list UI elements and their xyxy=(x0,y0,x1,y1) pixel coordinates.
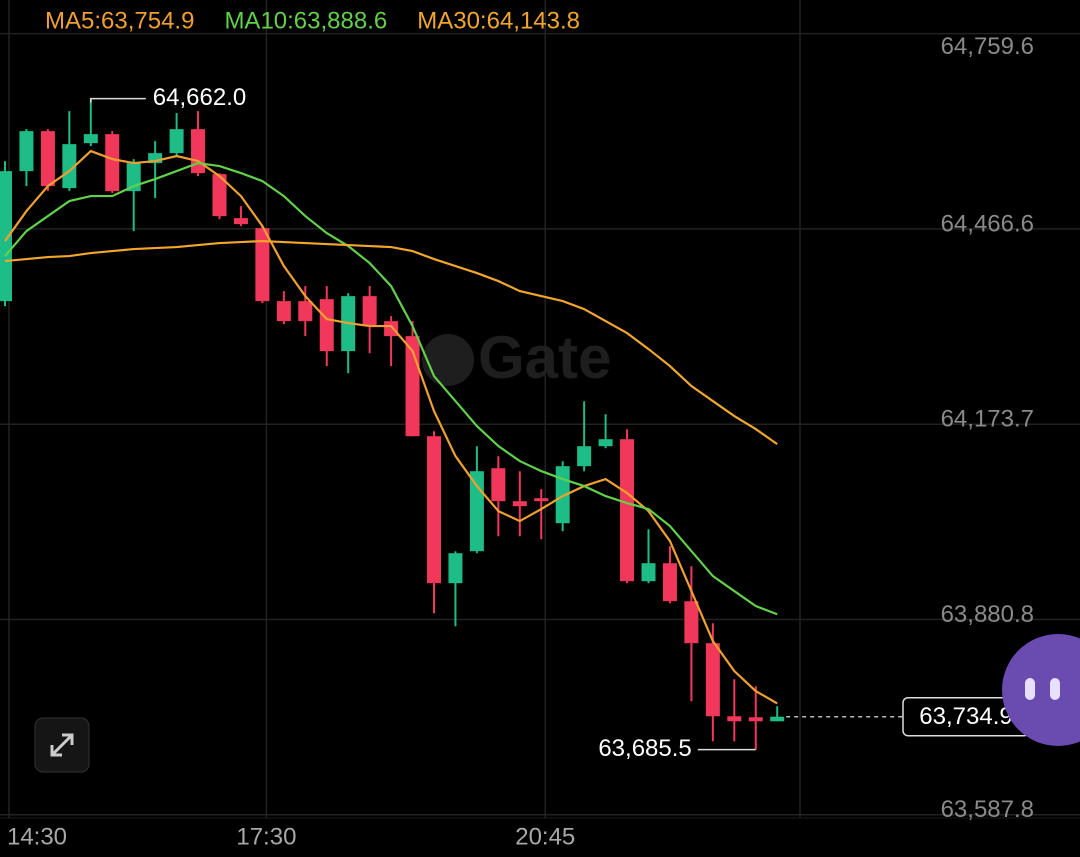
low-marker-label: 63,685.5 xyxy=(598,735,691,762)
candle-body xyxy=(384,321,399,337)
expand-button[interactable] xyxy=(34,717,90,773)
candle-body xyxy=(705,643,720,717)
legend-entry: MA30:64,143.8 xyxy=(417,7,580,34)
candle-body xyxy=(534,498,549,502)
assistant-bubble[interactable] xyxy=(1002,634,1080,746)
expand-icon xyxy=(50,733,74,757)
y-tick-label: 64,173.7 xyxy=(941,406,1034,433)
legend-entry: MA10:63,888.6 xyxy=(224,7,387,34)
candle-body xyxy=(319,299,334,352)
candle-body xyxy=(169,129,184,154)
y-tick-label: 64,759.6 xyxy=(941,33,1034,60)
floating-assistant[interactable] xyxy=(1002,634,1080,746)
candle-body xyxy=(0,171,12,302)
high-marker-line xyxy=(90,97,146,103)
last-price-label: 63,734.9 xyxy=(919,703,1012,730)
watermark-logo xyxy=(422,334,474,386)
candle-body xyxy=(727,716,742,722)
ma-line xyxy=(4,149,778,705)
candle-body xyxy=(620,439,635,582)
y-tick-label: 64,466.6 xyxy=(941,210,1034,237)
candle-body xyxy=(770,716,785,722)
assistant-eye xyxy=(1050,678,1060,700)
y-tick-label: 63,880.8 xyxy=(941,601,1034,628)
candle-body xyxy=(491,468,506,502)
ma-line xyxy=(4,161,778,616)
x-tick-label: 20:45 xyxy=(515,823,575,850)
candle-body xyxy=(191,129,206,174)
candle-body xyxy=(427,436,441,584)
candle-body xyxy=(212,174,227,217)
candle-body xyxy=(641,563,656,582)
candle-body xyxy=(577,446,592,467)
legend-entry: MA5:63,754.9 xyxy=(45,7,194,34)
candle-body xyxy=(598,439,613,447)
candle-body xyxy=(40,131,55,187)
candle-body xyxy=(362,296,377,327)
y-tick-label: 63,587.8 xyxy=(941,796,1034,823)
candle-body xyxy=(105,134,120,192)
candle-body xyxy=(298,301,313,322)
high-marker-label: 64,662.0 xyxy=(153,84,246,111)
candle-body xyxy=(512,501,527,507)
candle-body xyxy=(148,153,163,164)
candle-body xyxy=(448,553,463,584)
assistant-eye xyxy=(1025,678,1035,700)
candle-body xyxy=(62,144,77,189)
x-tick-label: 17:30 xyxy=(236,823,296,850)
candle-body xyxy=(19,131,34,172)
ma-line xyxy=(4,239,778,446)
candle-body xyxy=(276,301,291,322)
x-tick-label: 14:30 xyxy=(7,823,67,850)
candle-body xyxy=(83,134,98,144)
candle-body xyxy=(684,601,699,644)
candle-body xyxy=(469,471,484,552)
candle-body xyxy=(233,218,248,225)
candle-body xyxy=(748,717,763,722)
candle-body xyxy=(255,228,270,302)
candle-body xyxy=(662,563,677,602)
